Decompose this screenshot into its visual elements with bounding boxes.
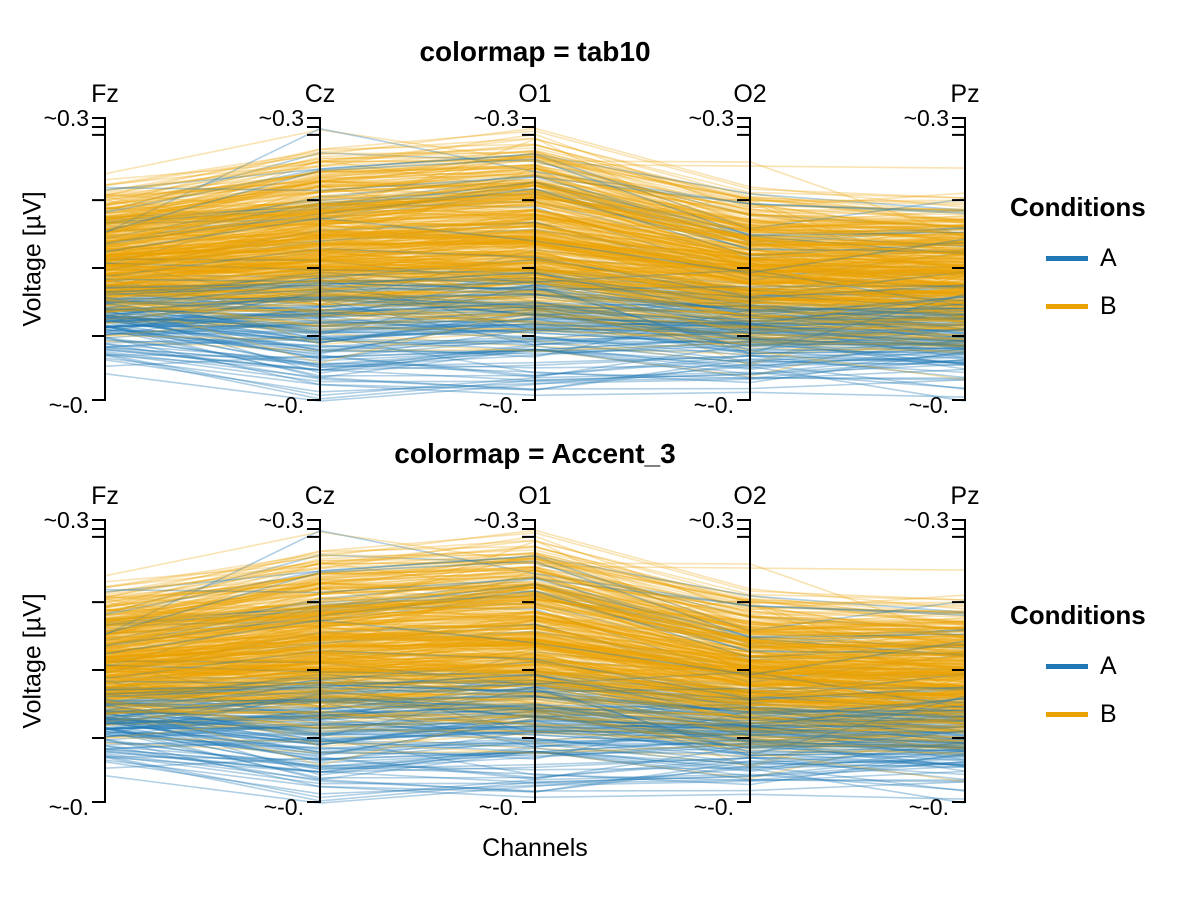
top-tick-label: ~0.3 xyxy=(473,104,519,131)
channel-axes xyxy=(92,519,966,803)
channel-label-o2: O2 xyxy=(733,482,767,510)
legend-label-b: B xyxy=(1100,291,1117,320)
bottom-tick-label: ~-0. xyxy=(478,793,519,820)
bottom-tick-label: ~-0. xyxy=(693,793,734,820)
legend-title: Conditions xyxy=(1010,192,1146,222)
top-tick-label: ~0.3 xyxy=(688,506,734,533)
legend-conditions-bottom: Conditions A B xyxy=(1010,600,1200,728)
top-tick-label: ~0.3 xyxy=(258,506,304,533)
top-tick-label: ~0.3 xyxy=(903,506,949,533)
legend-line-swatch-a xyxy=(1046,255,1088,261)
xlabel-channels: Channels xyxy=(482,834,588,862)
legend-item-b: B xyxy=(1046,699,1200,728)
bottom-tick-label: ~-0. xyxy=(263,391,304,418)
bottom-tick-label: ~-0. xyxy=(48,391,89,418)
channel-label-o2: O2 xyxy=(733,80,767,108)
legend-line-swatch-b xyxy=(1046,711,1088,717)
subplot1-title: colormap = tab10 xyxy=(419,36,651,67)
channel-label-o1: O1 xyxy=(518,482,552,510)
channel-label-fz: Fz xyxy=(91,482,119,510)
subplot1-ylabel: Voltage [µV] xyxy=(18,191,47,327)
legend-line-swatch-a xyxy=(1046,663,1088,669)
legend-item-b: B xyxy=(1046,291,1200,320)
legend-item-a: A xyxy=(1046,243,1200,272)
legend-title: Conditions xyxy=(1010,600,1146,630)
bottom-tick-label: ~-0. xyxy=(693,391,734,418)
channel-label-fz: Fz xyxy=(91,80,119,108)
bottom-tick-label: ~-0. xyxy=(48,793,89,820)
channel-label-o1: O1 xyxy=(518,80,552,108)
bottom-tick-label: ~-0. xyxy=(263,793,304,820)
channel-axes xyxy=(92,117,966,401)
channel-label-cz: Cz xyxy=(304,80,336,108)
channel-label-pz: Pz xyxy=(950,80,980,108)
legend-label-b: B xyxy=(1100,699,1117,728)
legend-item-a: A xyxy=(1046,651,1200,680)
legend-label-a: A xyxy=(1100,243,1117,272)
top-tick-label: ~0.3 xyxy=(43,104,89,131)
top-tick-label: ~0.3 xyxy=(43,506,89,533)
legend-line-swatch-b xyxy=(1046,303,1088,309)
subplot2-title: colormap = Accent_3 xyxy=(394,438,676,469)
top-tick-label: ~0.3 xyxy=(688,104,734,131)
legend-conditions-top: Conditions A B xyxy=(1010,192,1200,320)
channel-label-pz: Pz xyxy=(950,482,980,510)
top-tick-label: ~0.3 xyxy=(473,506,519,533)
bottom-tick-label: ~-0. xyxy=(908,793,949,820)
bottom-tick-label: ~-0. xyxy=(478,391,519,418)
top-tick-label: ~0.3 xyxy=(258,104,304,131)
subplot2-ylabel: Voltage [µV] xyxy=(18,593,47,729)
bottom-tick-label: ~-0. xyxy=(908,391,949,418)
channel-label-cz: Cz xyxy=(304,482,336,510)
top-tick-label: ~0.3 xyxy=(903,104,949,131)
legend-label-a: A xyxy=(1100,651,1117,680)
